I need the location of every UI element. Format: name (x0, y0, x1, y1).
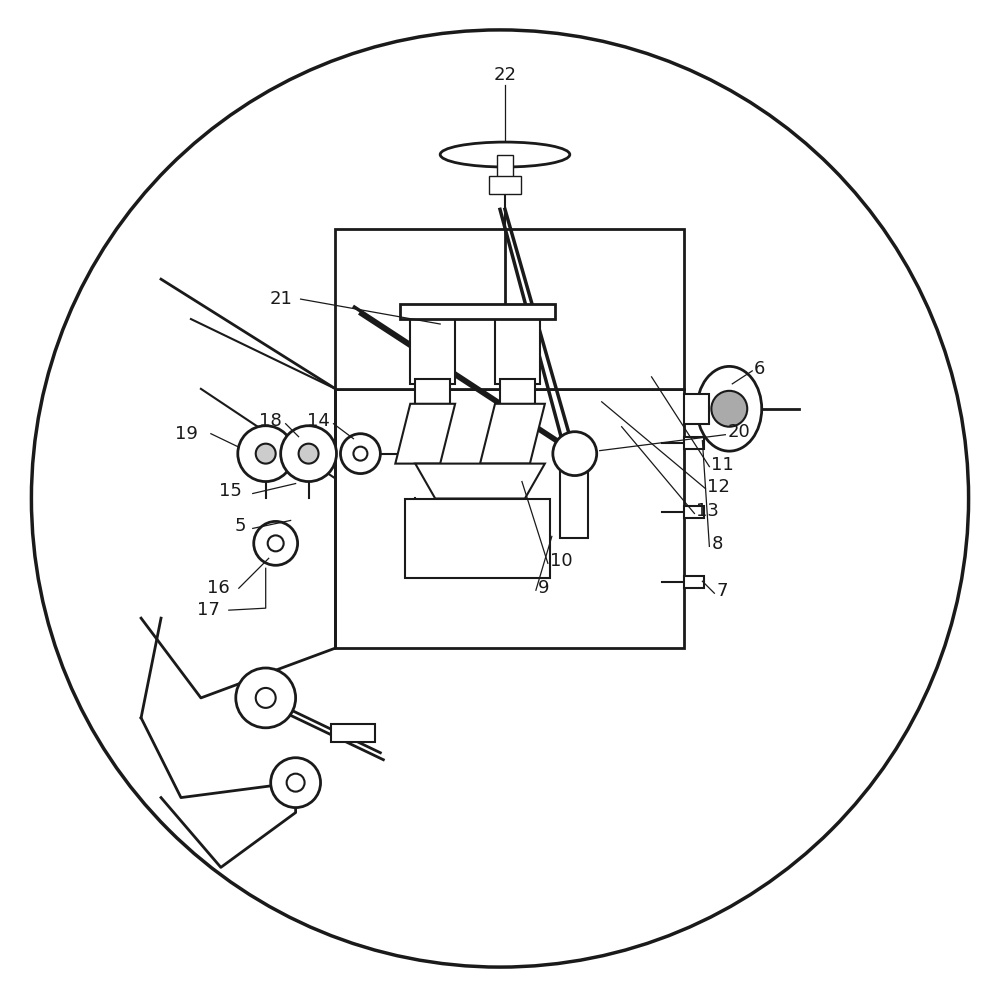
Circle shape (271, 758, 321, 808)
Text: 20: 20 (727, 423, 750, 441)
Ellipse shape (440, 143, 570, 167)
Bar (684, 437, 704, 449)
Bar (489, 176, 521, 194)
Text: 21: 21 (269, 290, 292, 308)
Bar (684, 506, 704, 518)
Bar (410, 314, 455, 384)
Bar (331, 724, 375, 742)
Text: 19: 19 (175, 425, 197, 443)
Bar (684, 394, 709, 424)
Text: 7: 7 (716, 582, 728, 600)
Text: 8: 8 (711, 535, 723, 553)
Text: 5: 5 (235, 517, 247, 535)
Text: 16: 16 (207, 579, 230, 597)
Circle shape (31, 30, 969, 967)
Text: 22: 22 (493, 66, 516, 84)
Circle shape (299, 444, 319, 464)
Bar (335, 229, 684, 389)
Bar (684, 576, 704, 588)
Text: 12: 12 (707, 478, 730, 496)
Text: 11: 11 (711, 456, 734, 474)
Bar (415, 379, 450, 404)
Circle shape (340, 434, 380, 474)
Polygon shape (480, 404, 545, 464)
Circle shape (256, 444, 276, 464)
Text: 14: 14 (307, 412, 330, 430)
Circle shape (281, 426, 336, 482)
Bar (405, 498, 550, 578)
Text: 9: 9 (538, 579, 549, 597)
Text: 18: 18 (259, 412, 282, 430)
Text: 6: 6 (754, 360, 766, 378)
Circle shape (236, 668, 296, 728)
Bar (500, 379, 535, 404)
Text: 17: 17 (197, 601, 220, 619)
Polygon shape (395, 404, 455, 464)
Text: 15: 15 (219, 482, 242, 499)
Circle shape (553, 432, 597, 476)
Bar (497, 155, 513, 179)
Bar (495, 314, 540, 384)
Bar (335, 389, 684, 648)
Text: 10: 10 (550, 552, 572, 570)
Polygon shape (415, 464, 545, 498)
Ellipse shape (697, 367, 762, 452)
Circle shape (238, 426, 294, 482)
Bar (400, 304, 555, 319)
Circle shape (254, 521, 298, 565)
Text: 13: 13 (696, 502, 719, 520)
Circle shape (711, 391, 747, 427)
Bar (560, 449, 588, 538)
